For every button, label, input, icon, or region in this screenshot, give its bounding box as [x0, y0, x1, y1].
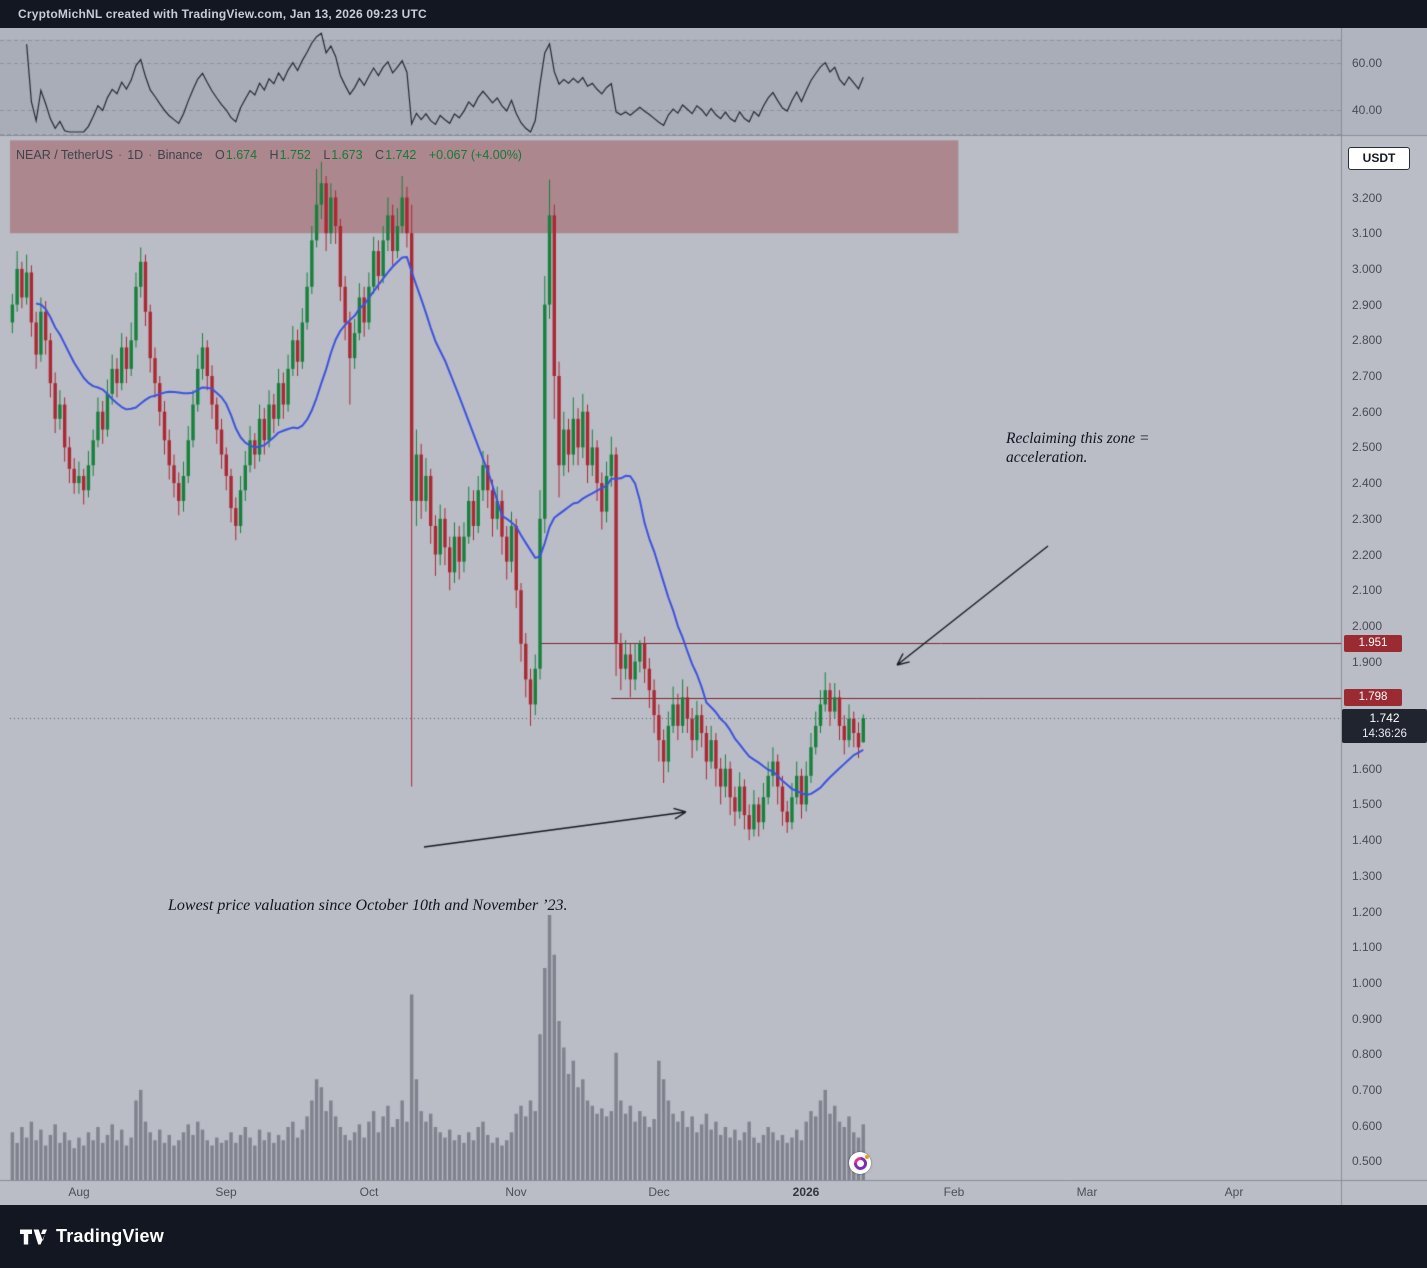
time-tick-label: Nov — [505, 1185, 527, 1199]
event-marker-icon[interactable] — [849, 1152, 871, 1174]
open-label: O — [215, 148, 225, 162]
time-tick-label: Mar — [1076, 1185, 1098, 1199]
price-tick-label: 2.600 — [1352, 405, 1383, 419]
tradingview-logo-icon[interactable] — [20, 1228, 47, 1246]
price-tick-label: 1.300 — [1352, 869, 1383, 883]
footer-bar: TradingView — [0, 1205, 1427, 1268]
time-tick-label: Oct — [359, 1185, 379, 1199]
price-tick-label: 2.800 — [1352, 333, 1383, 347]
price-chart-canvas[interactable] — [0, 28, 1427, 1205]
current-price-badge: 1.742 14:36:26 — [1342, 709, 1427, 743]
price-tick-label: 1.100 — [1352, 940, 1383, 954]
watermark-text: CryptoMichNL created with TradingView.co… — [18, 7, 427, 21]
price-tick-label: 0.900 — [1352, 1012, 1383, 1026]
time-tick-label: Sep — [215, 1185, 237, 1199]
high-value: 1.752 — [279, 148, 311, 162]
time-tick-label: Aug — [68, 1185, 90, 1199]
price-level-badge-1951: 1.951 — [1344, 635, 1402, 652]
price-tick-label: 2.500 — [1352, 440, 1383, 454]
low-label: L — [323, 148, 331, 162]
price-tick-label: 1.500 — [1352, 797, 1383, 811]
brand-name[interactable]: TradingView — [56, 1226, 164, 1246]
price-tick-label: 3.100 — [1352, 226, 1383, 240]
price-tick-label: 1.000 — [1352, 976, 1383, 990]
exchange-label: Binance — [157, 148, 203, 162]
interval-label[interactable]: 1D — [127, 148, 144, 162]
current-price-value: 1.742 — [1369, 711, 1400, 725]
time-tick-label: Dec — [648, 1185, 670, 1199]
legend-separator: · — [148, 148, 153, 162]
event-marker-dot — [865, 1155, 869, 1159]
time-tick-label: 2026 — [792, 1185, 820, 1199]
price-tick-label: 2.100 — [1352, 583, 1383, 597]
rsi-tick-label: 40.00 — [1352, 103, 1383, 117]
watermark-bar: CryptoMichNL created with TradingView.co… — [0, 0, 1427, 28]
open-value: 1.674 — [225, 148, 258, 162]
currency-toggle-button[interactable]: USDT — [1348, 147, 1410, 170]
price-tick-label: 0.500 — [1352, 1154, 1383, 1168]
price-tick-label: 3.200 — [1352, 191, 1383, 205]
time-tick-label: Feb — [943, 1185, 965, 1199]
price-tick-label: 2.400 — [1352, 476, 1383, 490]
price-tick-label: 2.300 — [1352, 512, 1383, 526]
close-label: C — [375, 148, 385, 162]
price-level-badge-1798: 1.798 — [1344, 689, 1402, 706]
bar-countdown: 14:36:26 — [1362, 728, 1407, 740]
price-tick-label: 0.800 — [1352, 1047, 1383, 1061]
annotation-reclaiming-zone[interactable]: Reclaiming this zone = acceleration. — [1006, 430, 1150, 466]
low-value: 1.673 — [331, 148, 363, 162]
high-label: H — [269, 148, 279, 162]
price-tick-label: 3.000 — [1352, 262, 1383, 276]
rsi-tick-label: 60.00 — [1352, 56, 1383, 70]
legend-separator: · — [118, 148, 123, 162]
time-tick-label: Apr — [1224, 1185, 1244, 1199]
price-tick-label: 1.600 — [1352, 762, 1383, 776]
price-tick-label: 0.600 — [1352, 1119, 1383, 1133]
price-tick-label: 1.200 — [1352, 905, 1383, 919]
price-tick-label: 1.900 — [1352, 655, 1383, 669]
price-tick-label: 2.000 — [1352, 619, 1383, 633]
symbol-legend[interactable]: NEAR / TetherUS · 1D · Binance O1.674 H1.752… — [16, 148, 522, 162]
price-tick-label: 0.700 — [1352, 1083, 1383, 1097]
price-tick-label: 2.700 — [1352, 369, 1383, 383]
chart-region: NEAR / TetherUS · 1D · Binance O1.674 H1.752… — [0, 28, 1427, 1205]
change-value: +0.067 (+4.00%) — [428, 148, 522, 162]
close-value: 1.742 — [385, 148, 417, 162]
price-tick-label: 2.900 — [1352, 298, 1383, 312]
price-tick-label: 1.400 — [1352, 833, 1383, 847]
symbol-name[interactable]: NEAR / TetherUS — [16, 148, 114, 162]
annotation-lowest-valuation[interactable]: Lowest price valuation since October 10t… — [168, 897, 568, 914]
price-tick-label: 2.200 — [1352, 548, 1383, 562]
